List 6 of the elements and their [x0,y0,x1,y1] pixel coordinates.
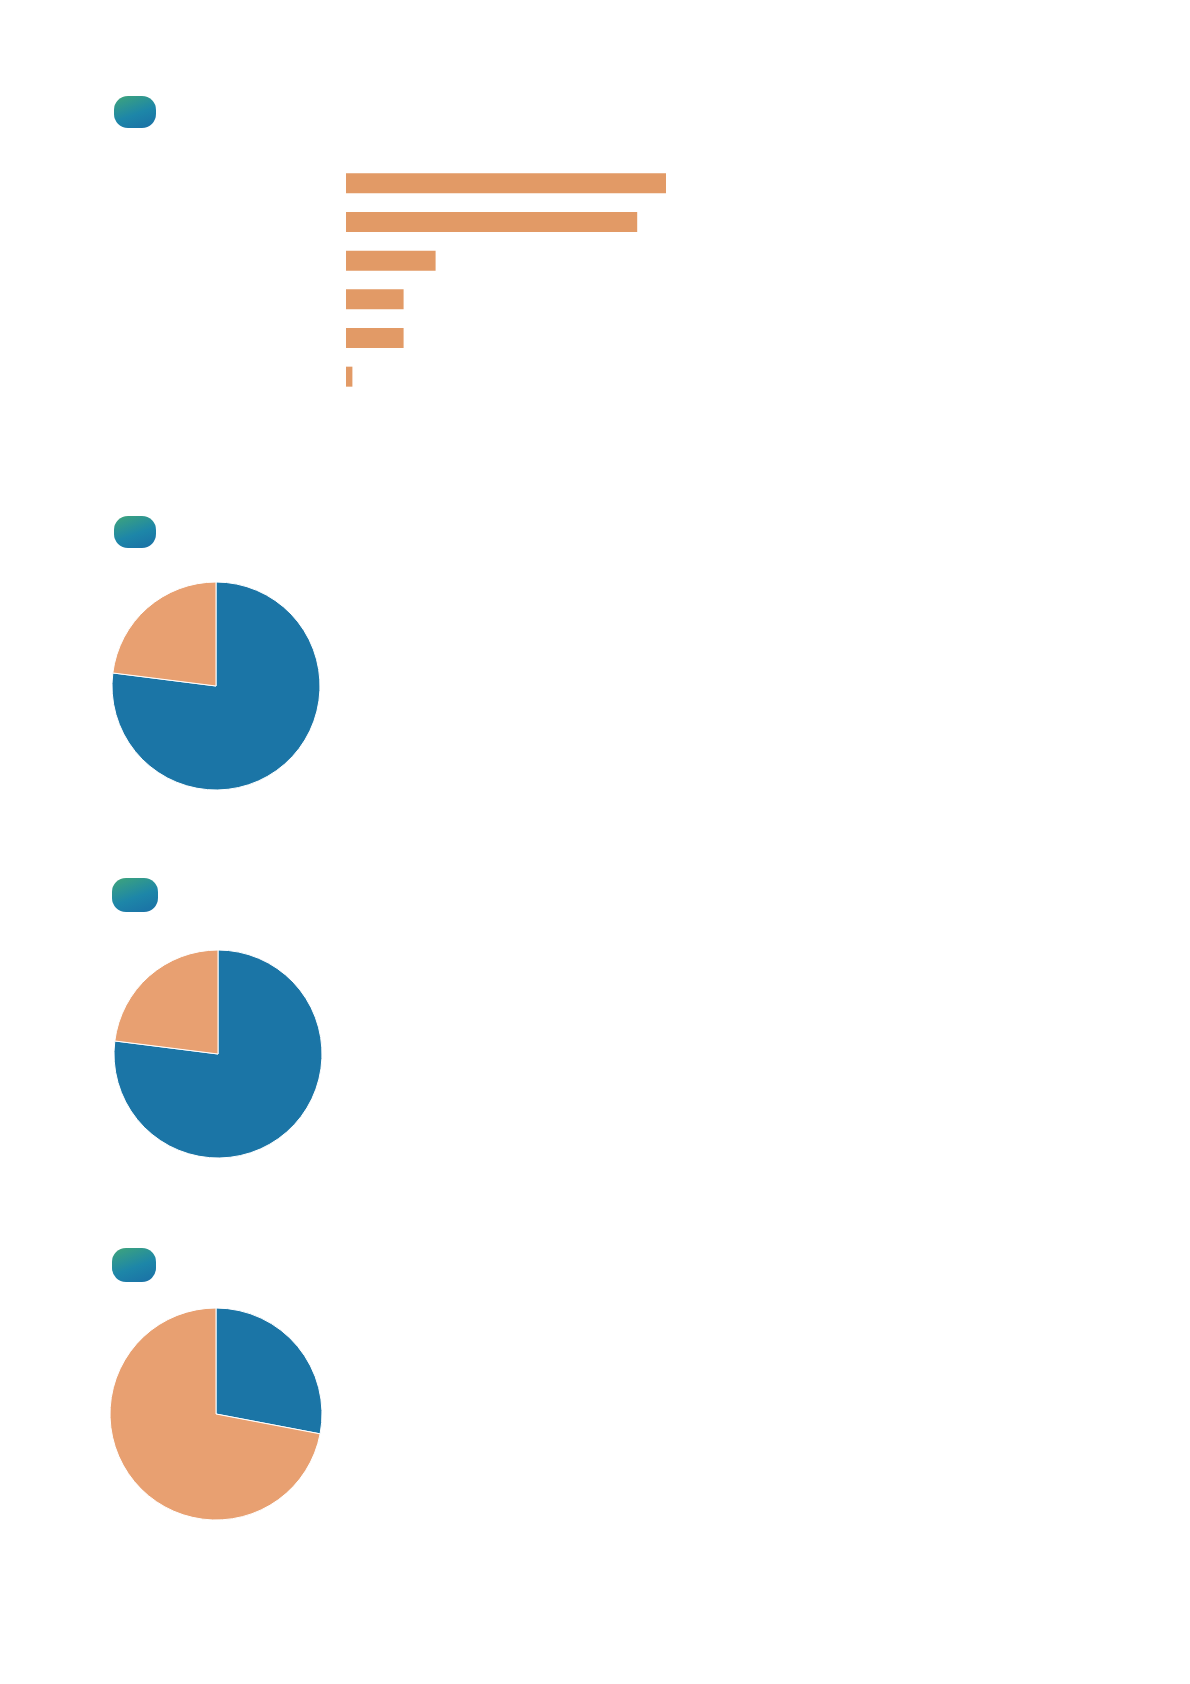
bar [346,328,404,348]
bar [346,212,638,232]
bar [346,289,404,310]
bar [346,366,353,387]
bar [346,173,666,194]
bar [346,250,436,271]
